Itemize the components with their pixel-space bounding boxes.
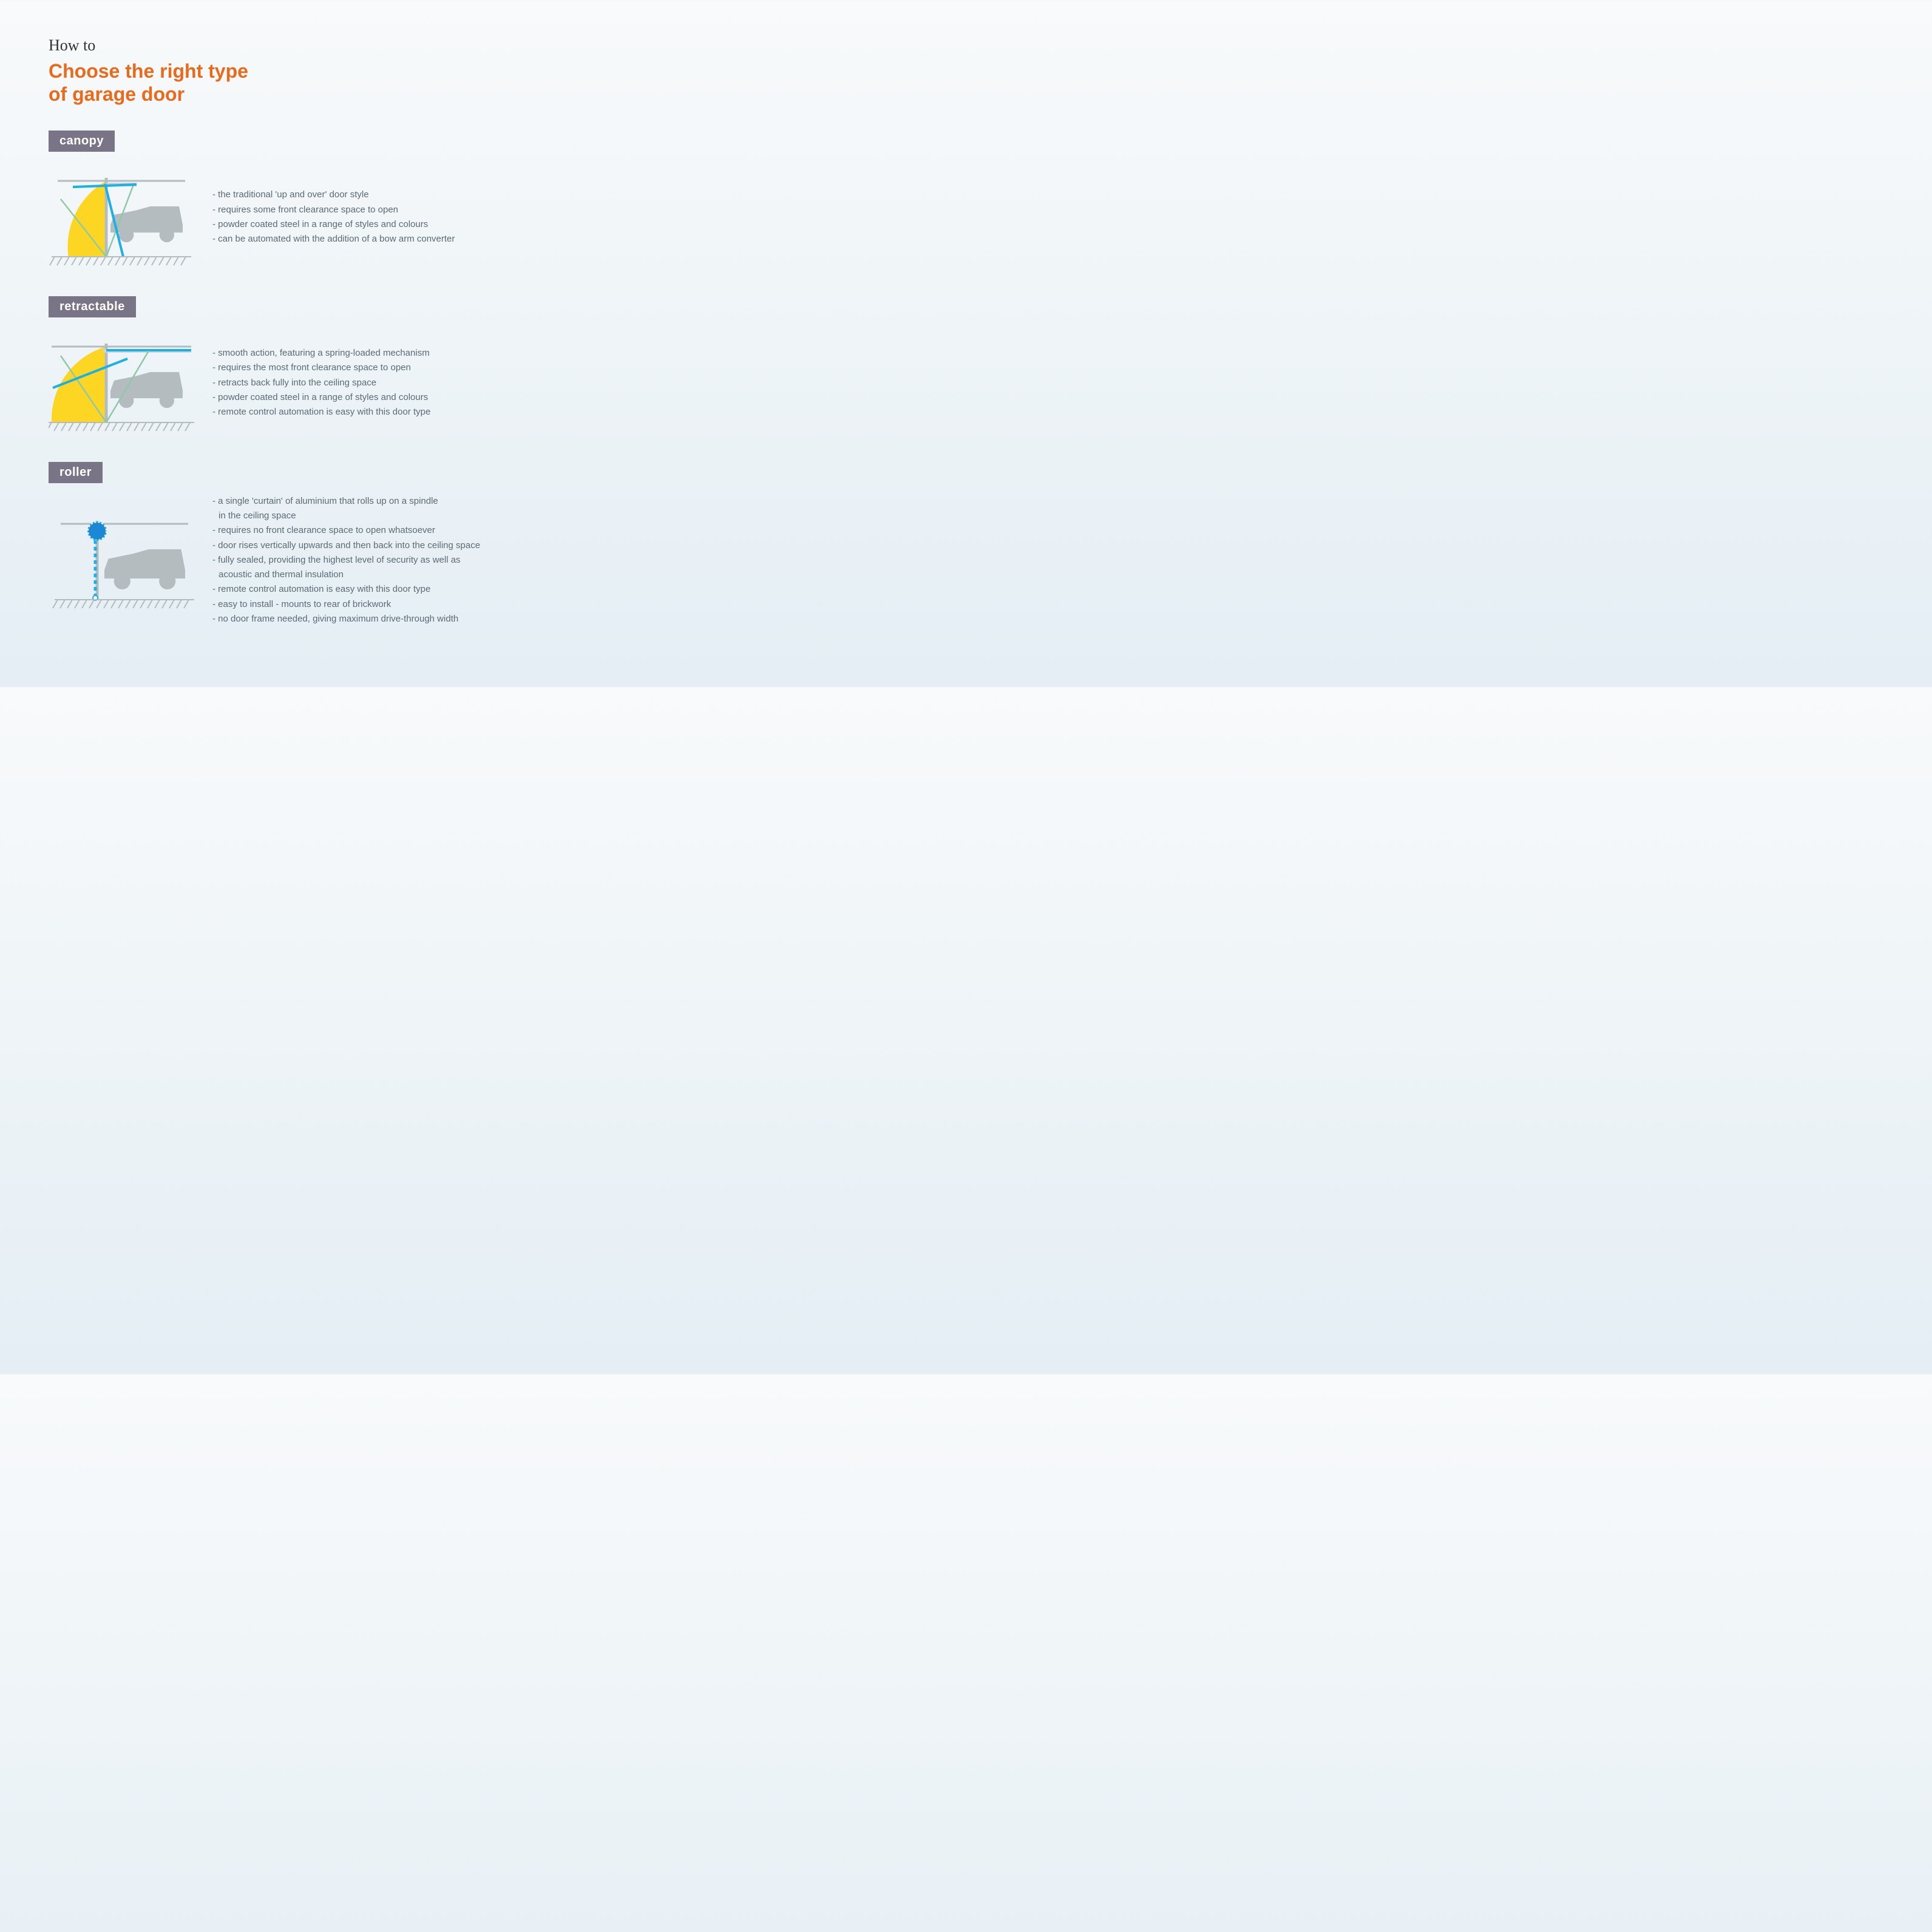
bullet-item: - requires some front clearance space to… [212, 203, 558, 217]
section-retractable: retractable - smooth action, featuring a… [49, 296, 558, 438]
bullet-item: - smooth action, featuring a spring-load… [212, 346, 558, 360]
section-body: - smooth action, featuring a spring-load… [49, 328, 558, 438]
bullet-item: - requires no front clearance space to o… [212, 523, 558, 537]
section-badge: retractable [49, 296, 136, 317]
bullet-item: - powder coated steel in a range of styl… [212, 390, 558, 404]
section-roller: roller - a single 'curtain' of aluminium… [49, 462, 558, 626]
bullet-item: - no door frame needed, giving maximum d… [212, 612, 558, 626]
bullet-item: - requires the most front clearance spac… [212, 361, 558, 375]
section-body: - the traditional 'up and over' door sty… [49, 163, 558, 272]
section-badge: canopy [49, 130, 115, 152]
bullet-list: - smooth action, featuring a spring-load… [212, 346, 558, 419]
title-line2: of garage door [49, 83, 185, 105]
page-title: Choose the right type of garage door [49, 59, 558, 106]
bullet-item: acoustic and thermal insulation [212, 568, 558, 581]
bullet-list: - a single 'curtain' of aluminium that r… [212, 494, 558, 626]
bullet-item: - remote control automation is easy with… [212, 582, 558, 596]
bullet-item: - remote control automation is easy with… [212, 405, 558, 419]
bullet-item: - easy to install - mounts to rear of br… [212, 597, 558, 611]
bullet-list: - the traditional 'up and over' door sty… [212, 188, 558, 246]
section-body: - a single 'curtain' of aluminium that r… [49, 494, 558, 626]
bullet-item: in the ceiling space [212, 509, 558, 523]
bullet-item: - can be automated with the addition of … [212, 232, 558, 246]
bullet-item: - the traditional 'up and over' door sty… [212, 188, 558, 202]
bullet-item: - retracts back fully into the ceiling s… [212, 376, 558, 390]
bullet-item: - a single 'curtain' of aluminium that r… [212, 494, 558, 508]
bullet-item: - fully sealed, providing the highest le… [212, 553, 558, 567]
pretitle: How to [49, 36, 558, 55]
header: How to Choose the right type of garage d… [49, 36, 558, 106]
bullet-item: - door rises vertically upwards and then… [212, 538, 558, 552]
section-badge: roller [49, 462, 103, 483]
bullet-item: - powder coated steel in a range of styl… [212, 217, 558, 231]
canopy-diagram [49, 163, 194, 272]
title-line1: Choose the right type [49, 60, 248, 82]
retractable-diagram [49, 328, 194, 438]
roller-diagram [49, 506, 194, 615]
section-canopy: canopy - the traditional 'up and over' d… [49, 130, 558, 272]
